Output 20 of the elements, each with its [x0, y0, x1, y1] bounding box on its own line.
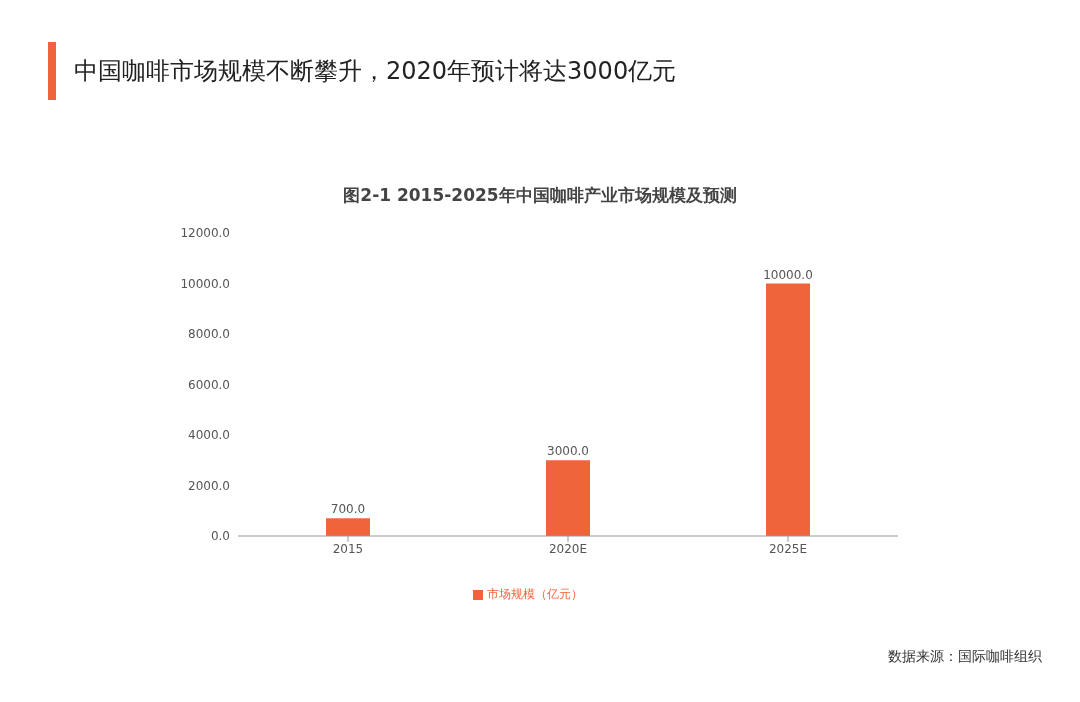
data-label: 3000.0: [547, 444, 589, 459]
data-label: 700.0: [330, 502, 366, 517]
data-label: 10000.0: [763, 267, 813, 282]
y-tick-label: 0.0: [210, 529, 230, 544]
bar: [326, 518, 370, 536]
chart-subtitle: 图2-1 2015-2025年中国咖啡产业市场规模及预测: [342, 184, 738, 207]
x-tick-label: 2020E: [548, 541, 588, 556]
x-tick-label: 2025E: [768, 541, 808, 556]
y-tick-label: 12000.0: [180, 226, 230, 241]
bar: [766, 283, 810, 536]
y-tick-label: 2000.0: [188, 478, 230, 493]
legend-label: 市场规模（亿元）: [487, 587, 583, 601]
y-tick-label: 6000.0: [188, 377, 230, 392]
bar: [546, 460, 590, 536]
chart-title: 中国咖啡市场规模不断攀升，2020年预计将达3000亿元: [74, 56, 677, 87]
y-tick-label: 10000.0: [180, 276, 230, 291]
source-note: 数据来源：国际咖啡组织: [888, 648, 1042, 666]
y-tick-label: 4000.0: [188, 428, 230, 443]
y-tick-label: 8000.0: [188, 327, 230, 342]
x-tick-label: 2015: [332, 541, 364, 556]
